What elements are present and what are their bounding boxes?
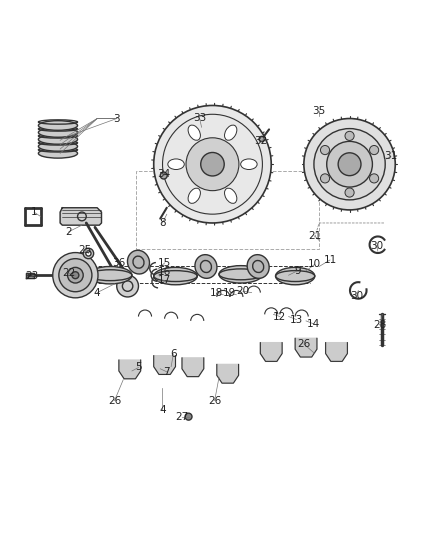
Circle shape xyxy=(83,248,94,259)
Circle shape xyxy=(53,253,98,298)
Text: 31: 31 xyxy=(384,151,398,161)
Text: 2: 2 xyxy=(66,227,72,237)
Circle shape xyxy=(327,141,372,187)
Polygon shape xyxy=(154,356,176,375)
Ellipse shape xyxy=(225,188,237,204)
Text: 3: 3 xyxy=(113,114,120,124)
Text: 10: 10 xyxy=(308,260,321,269)
Text: 26: 26 xyxy=(108,395,121,406)
Text: 35: 35 xyxy=(312,106,326,116)
Polygon shape xyxy=(182,358,204,377)
Circle shape xyxy=(304,118,395,210)
Polygon shape xyxy=(217,365,239,383)
Text: 19: 19 xyxy=(223,288,237,298)
Circle shape xyxy=(67,268,83,283)
Ellipse shape xyxy=(276,268,315,285)
Text: 11: 11 xyxy=(323,255,337,265)
Circle shape xyxy=(186,138,239,191)
Ellipse shape xyxy=(225,125,237,140)
Text: 8: 8 xyxy=(159,218,166,228)
Text: 18: 18 xyxy=(210,288,223,298)
Circle shape xyxy=(59,259,92,292)
Ellipse shape xyxy=(168,159,184,169)
Circle shape xyxy=(117,275,138,297)
Circle shape xyxy=(314,128,385,200)
Text: 26: 26 xyxy=(208,395,221,406)
Polygon shape xyxy=(325,343,347,361)
Text: 26: 26 xyxy=(297,339,311,349)
Text: 5: 5 xyxy=(135,362,142,373)
Text: 36: 36 xyxy=(112,258,126,268)
Text: 17: 17 xyxy=(158,276,171,286)
Text: 15: 15 xyxy=(158,258,171,268)
Text: 21: 21 xyxy=(308,231,321,241)
Text: 25: 25 xyxy=(78,245,92,255)
Polygon shape xyxy=(26,272,34,278)
Polygon shape xyxy=(260,343,282,361)
Text: 4: 4 xyxy=(94,288,100,297)
Polygon shape xyxy=(60,208,102,225)
Circle shape xyxy=(259,136,264,142)
Text: 7: 7 xyxy=(163,367,170,377)
Text: 14: 14 xyxy=(307,319,321,329)
Circle shape xyxy=(154,106,271,223)
Circle shape xyxy=(321,146,330,155)
Text: 4: 4 xyxy=(159,405,166,415)
Ellipse shape xyxy=(127,251,149,274)
Circle shape xyxy=(86,251,91,256)
Ellipse shape xyxy=(188,125,201,140)
Circle shape xyxy=(321,174,330,183)
Text: 12: 12 xyxy=(273,312,286,321)
Text: 23: 23 xyxy=(25,271,39,281)
Ellipse shape xyxy=(219,265,262,283)
Text: 33: 33 xyxy=(193,112,206,123)
Ellipse shape xyxy=(154,268,197,285)
Circle shape xyxy=(201,152,224,176)
Text: 32: 32 xyxy=(254,136,268,146)
Text: 9: 9 xyxy=(294,266,300,276)
Ellipse shape xyxy=(39,128,78,137)
Polygon shape xyxy=(295,338,317,357)
Text: 28: 28 xyxy=(374,320,387,330)
Text: 20: 20 xyxy=(237,286,250,296)
Ellipse shape xyxy=(195,255,217,278)
Text: 34: 34 xyxy=(157,169,170,179)
Text: 27: 27 xyxy=(175,411,189,422)
Circle shape xyxy=(370,174,379,183)
Text: 30: 30 xyxy=(350,291,363,301)
Text: 30: 30 xyxy=(370,240,383,251)
Ellipse shape xyxy=(39,120,78,130)
Ellipse shape xyxy=(88,266,132,284)
Ellipse shape xyxy=(188,188,201,204)
Ellipse shape xyxy=(39,149,78,158)
Ellipse shape xyxy=(247,255,269,278)
Circle shape xyxy=(370,146,379,155)
Text: 16: 16 xyxy=(158,266,171,277)
Circle shape xyxy=(160,172,167,179)
Circle shape xyxy=(345,131,354,141)
Ellipse shape xyxy=(39,135,78,144)
Circle shape xyxy=(338,153,361,176)
Polygon shape xyxy=(119,360,141,379)
Ellipse shape xyxy=(39,142,78,151)
Text: 6: 6 xyxy=(170,350,177,359)
Text: 1: 1 xyxy=(31,207,37,217)
Circle shape xyxy=(345,188,354,197)
Text: 13: 13 xyxy=(290,314,303,325)
Text: 22: 22 xyxy=(62,269,75,278)
Ellipse shape xyxy=(240,159,257,169)
Circle shape xyxy=(185,413,192,420)
Circle shape xyxy=(72,272,79,279)
